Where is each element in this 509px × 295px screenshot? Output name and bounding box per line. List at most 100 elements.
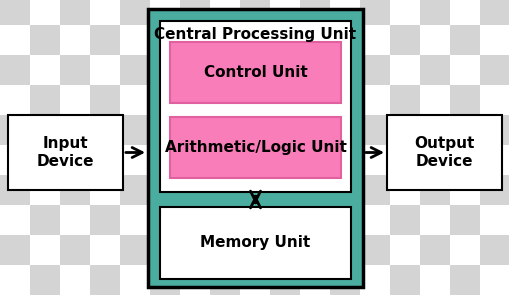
Bar xyxy=(269,25,299,55)
Bar xyxy=(120,25,150,55)
Bar xyxy=(0,55,30,85)
Bar xyxy=(210,25,240,55)
Bar xyxy=(30,115,60,145)
Bar xyxy=(60,0,90,25)
Bar xyxy=(60,55,90,85)
Bar xyxy=(269,235,299,265)
Bar xyxy=(60,205,90,235)
Bar xyxy=(150,0,180,25)
Bar xyxy=(449,115,479,145)
Bar xyxy=(120,265,150,295)
Bar xyxy=(299,145,329,175)
Bar xyxy=(269,265,299,295)
Bar xyxy=(180,25,210,55)
Bar xyxy=(240,265,269,295)
Bar xyxy=(449,205,479,235)
Bar xyxy=(449,145,479,175)
Bar xyxy=(449,235,479,265)
Bar xyxy=(389,205,419,235)
Bar xyxy=(150,145,180,175)
Bar xyxy=(329,235,359,265)
Bar xyxy=(150,25,180,55)
Bar xyxy=(0,175,30,205)
Bar xyxy=(240,175,269,205)
Bar xyxy=(90,55,120,85)
Bar xyxy=(359,85,389,115)
Bar xyxy=(60,235,90,265)
Bar xyxy=(180,0,210,25)
Bar xyxy=(30,175,60,205)
Bar xyxy=(419,85,449,115)
Bar xyxy=(210,235,240,265)
Bar xyxy=(150,115,180,145)
Bar xyxy=(0,115,30,145)
Bar xyxy=(30,145,60,175)
Bar xyxy=(0,235,30,265)
Bar xyxy=(180,265,210,295)
Bar xyxy=(479,85,509,115)
Bar xyxy=(180,85,210,115)
Bar xyxy=(359,175,389,205)
Bar xyxy=(30,265,60,295)
Bar xyxy=(479,265,509,295)
Bar xyxy=(329,85,359,115)
Bar xyxy=(479,175,509,205)
Text: Central Processing Unit: Central Processing Unit xyxy=(154,27,356,42)
Bar xyxy=(269,0,299,25)
Bar xyxy=(299,235,329,265)
Bar xyxy=(90,25,120,55)
Bar xyxy=(90,115,120,145)
Bar xyxy=(150,235,180,265)
Bar xyxy=(210,55,240,85)
Bar xyxy=(449,0,479,25)
Bar xyxy=(160,207,350,279)
Bar xyxy=(210,205,240,235)
Bar xyxy=(419,235,449,265)
Bar xyxy=(169,117,341,178)
Bar xyxy=(180,205,210,235)
Bar xyxy=(150,205,180,235)
Bar xyxy=(240,115,269,145)
Bar xyxy=(329,145,359,175)
Bar xyxy=(449,265,479,295)
Bar xyxy=(269,175,299,205)
Bar xyxy=(120,115,150,145)
Bar xyxy=(0,205,30,235)
Bar xyxy=(60,265,90,295)
Bar xyxy=(240,0,269,25)
Bar xyxy=(269,55,299,85)
Bar xyxy=(90,235,120,265)
Bar xyxy=(180,115,210,145)
Bar xyxy=(359,145,389,175)
Bar xyxy=(169,42,341,103)
Bar xyxy=(60,115,90,145)
Bar xyxy=(419,0,449,25)
Bar xyxy=(419,25,449,55)
Bar xyxy=(30,205,60,235)
Bar xyxy=(210,265,240,295)
Bar xyxy=(389,145,419,175)
Bar xyxy=(449,55,479,85)
Bar xyxy=(329,205,359,235)
Bar xyxy=(120,235,150,265)
Bar xyxy=(210,145,240,175)
Bar xyxy=(240,145,269,175)
Bar xyxy=(180,145,210,175)
Bar xyxy=(150,175,180,205)
Bar xyxy=(90,145,120,175)
Bar xyxy=(90,265,120,295)
Bar xyxy=(0,85,30,115)
Bar xyxy=(299,175,329,205)
Bar xyxy=(269,85,299,115)
Bar xyxy=(120,55,150,85)
Bar xyxy=(359,25,389,55)
Bar xyxy=(240,235,269,265)
Bar xyxy=(0,145,30,175)
Bar xyxy=(299,85,329,115)
Bar xyxy=(359,265,389,295)
Bar xyxy=(0,265,30,295)
Bar xyxy=(120,0,150,25)
Bar xyxy=(90,85,120,115)
Bar xyxy=(329,115,359,145)
Bar xyxy=(389,85,419,115)
